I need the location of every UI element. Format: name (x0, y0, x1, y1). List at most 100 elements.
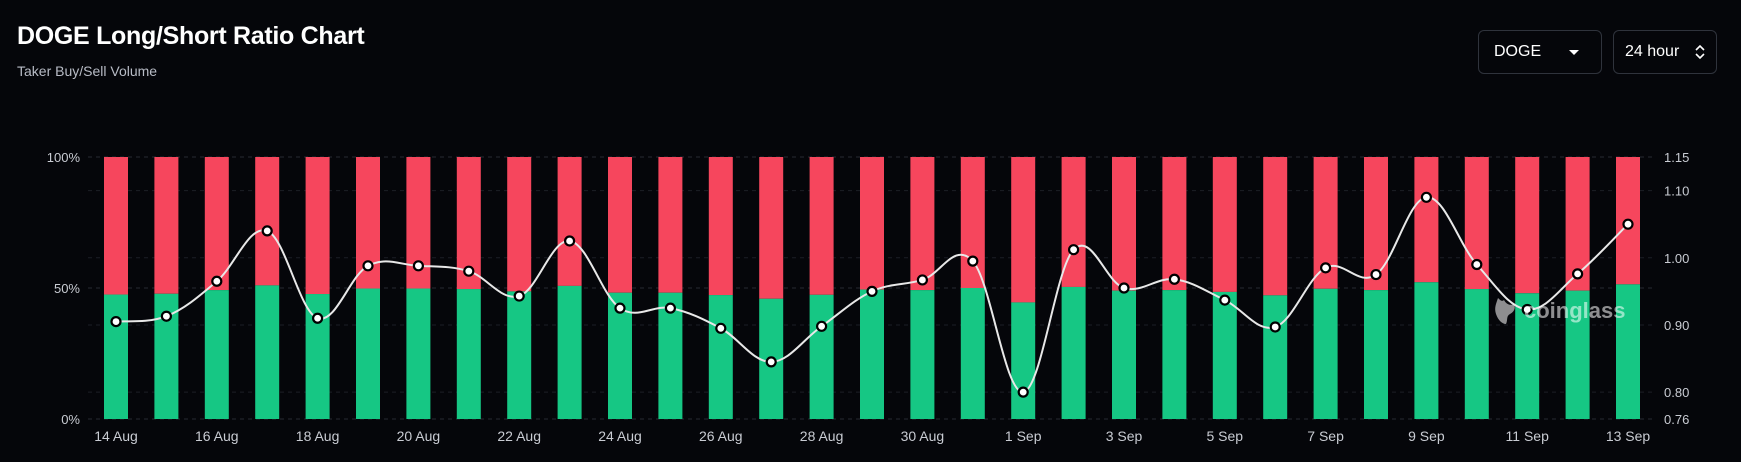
long-bar (507, 291, 532, 419)
ratio-point (1269, 321, 1281, 333)
x-tick-label: 14 Aug (94, 428, 138, 444)
short-bar (1364, 157, 1388, 291)
short-bar (910, 157, 935, 291)
short-bar (305, 157, 330, 295)
x-tick-label: 9 Sep (1408, 428, 1445, 444)
long-bar (356, 288, 380, 419)
ratio-point (866, 285, 878, 297)
short-bar (1162, 157, 1187, 291)
ratio-point (967, 255, 979, 267)
y-right-tick-label: 1.10 (1664, 184, 1689, 199)
short-bar (708, 157, 733, 296)
x-tick-label: 1 Sep (1005, 428, 1042, 444)
long-bar (1212, 291, 1237, 419)
short-bar (104, 157, 128, 295)
x-axis: 14 Aug 16 Aug 18 Aug 20 Aug 22 Aug 24 Aug 26 A… (94, 428, 1650, 444)
caret-down-icon (1569, 50, 1579, 55)
x-tick-label: 18 Aug (296, 428, 340, 444)
long-bar (658, 292, 683, 419)
ratio-point (211, 275, 223, 287)
long-bar (1464, 289, 1489, 419)
y-right-tick-label: 0.90 (1664, 318, 1689, 333)
short-bar (1212, 157, 1237, 292)
chart-title: DOGE Long/Short Ratio Chart (17, 22, 365, 50)
y-right-tick-label: 1.00 (1664, 251, 1689, 266)
ratio-point (715, 322, 727, 334)
ratio-point (1118, 282, 1130, 294)
long-bar (960, 288, 985, 419)
x-tick-label: 20 Aug (397, 428, 441, 444)
short-bar (608, 157, 632, 293)
short-bar (860, 157, 884, 290)
long-bar (104, 294, 128, 419)
ratio-point (1420, 191, 1433, 203)
ratio-points (110, 191, 1634, 398)
long-bar (204, 290, 229, 419)
x-tick-label: 22 Aug (497, 428, 541, 444)
short-bar (658, 157, 683, 293)
ratio-point (110, 315, 122, 328)
x-tick-label: 7 Sep (1307, 428, 1344, 444)
long-bar (1011, 302, 1036, 419)
ratio-point (1471, 258, 1483, 271)
y-axis-right: 0.76 0.80 0.90 1.00 1.10 1.15 (1664, 150, 1689, 427)
x-tick-label: 24 Aug (598, 428, 642, 444)
short-bar (507, 157, 532, 292)
short-bar (1414, 157, 1439, 283)
ratio-point (160, 310, 172, 322)
long-bar (1112, 290, 1136, 419)
long-bar (1565, 290, 1590, 419)
long-bar (456, 289, 481, 419)
ratio-point (1219, 294, 1231, 306)
long-bar (1616, 284, 1640, 419)
y-axis-left: 0% 50% 100% (47, 150, 81, 427)
long-bar (406, 288, 431, 419)
long-bar (860, 289, 884, 419)
x-tick-label: 13 Sep (1606, 428, 1651, 444)
y-left-tick-label: 100% (47, 150, 81, 165)
long-bar (1364, 290, 1388, 419)
short-bar (1263, 157, 1288, 296)
short-bar (960, 157, 985, 288)
symbol-select[interactable]: DOGE (1478, 30, 1602, 74)
y-left-tick-label: 0% (61, 412, 80, 427)
short-bar (255, 157, 280, 286)
long-bar (1313, 288, 1338, 419)
long-bar (910, 290, 935, 419)
long-bar (1414, 282, 1439, 419)
ratio-point (261, 225, 273, 237)
ratio-point (916, 274, 929, 286)
y-left-tick-label: 50% (54, 281, 80, 296)
ratio-point (563, 235, 576, 247)
long-bar (557, 285, 582, 419)
x-tick-label: 30 Aug (901, 428, 945, 444)
ratio-point (463, 265, 475, 277)
ratio-point (1521, 303, 1533, 316)
short-bar (759, 157, 784, 299)
y-right-tick-label: 0.76 (1664, 412, 1689, 427)
period-select-value: 24 hour (1625, 43, 1680, 60)
ratio-point (1017, 386, 1029, 398)
ratio-point (312, 312, 324, 324)
long-bar (1162, 290, 1187, 419)
short-bar (1112, 157, 1136, 291)
period-select[interactable]: 24 hour (1613, 30, 1717, 74)
x-tick-label: 28 Aug (800, 428, 844, 444)
y-right-tick-label: 1.15 (1664, 150, 1689, 165)
ratio-point (412, 260, 424, 272)
ratio-point (362, 260, 374, 272)
ratio-point (1067, 244, 1080, 256)
long-bar (809, 294, 834, 419)
long-bar (255, 285, 280, 419)
x-tick-label: 16 Aug (195, 428, 239, 444)
x-tick-label: 5 Sep (1207, 428, 1244, 444)
ratio-point (1571, 268, 1584, 280)
x-tick-label: 3 Sep (1106, 428, 1143, 444)
symbol-select-value: DOGE (1494, 43, 1542, 60)
short-bar (154, 157, 179, 294)
ratio-point (765, 356, 777, 368)
ratio-point (1319, 262, 1332, 274)
x-tick-label: 11 Sep (1506, 428, 1550, 444)
sort-updown-icon (1695, 44, 1705, 60)
